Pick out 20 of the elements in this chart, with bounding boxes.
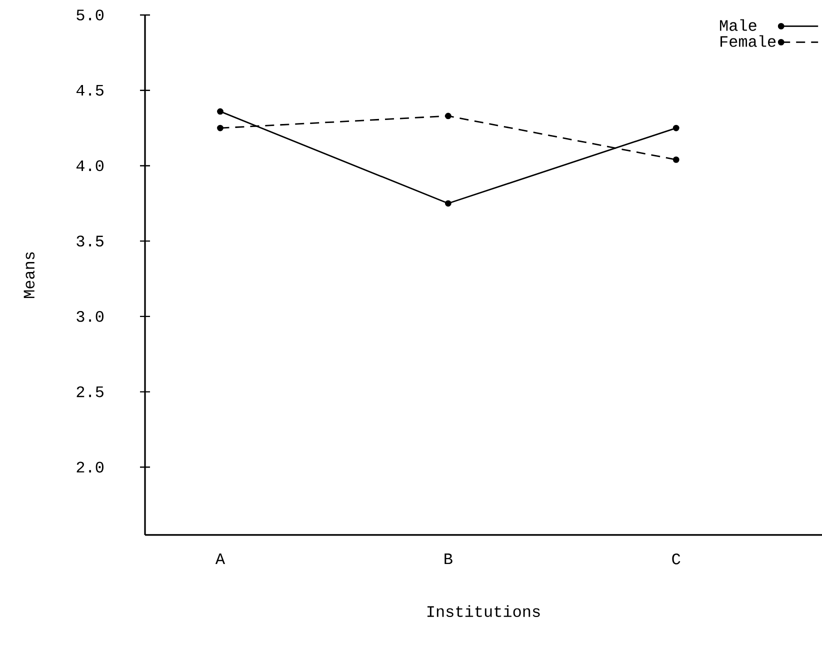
point xyxy=(444,200,452,207)
y-tick-label: 2.0 xyxy=(76,462,104,473)
legend-label: Male xyxy=(720,19,756,31)
point xyxy=(672,124,680,132)
x-tick-label: A xyxy=(215,554,226,564)
point xyxy=(217,108,224,115)
y-tick-label: 4.0 xyxy=(76,160,104,172)
y-tick-label: 2.5 xyxy=(76,386,104,398)
x-axis-title: Institutions xyxy=(427,605,540,617)
legend-label: Female xyxy=(720,35,776,47)
y-tick-label: 4.5 xyxy=(76,85,104,96)
y-axis-title: Means xyxy=(24,252,35,298)
point xyxy=(672,156,680,163)
point xyxy=(217,124,224,132)
y-tick-label: 3.5 xyxy=(76,236,104,247)
y-tick-label: 5.0 xyxy=(76,10,104,20)
point xyxy=(444,112,452,120)
x-tick-label: B xyxy=(444,554,452,564)
y-tick-label: 3.0 xyxy=(76,311,104,322)
x-tick-label: C xyxy=(672,554,680,564)
